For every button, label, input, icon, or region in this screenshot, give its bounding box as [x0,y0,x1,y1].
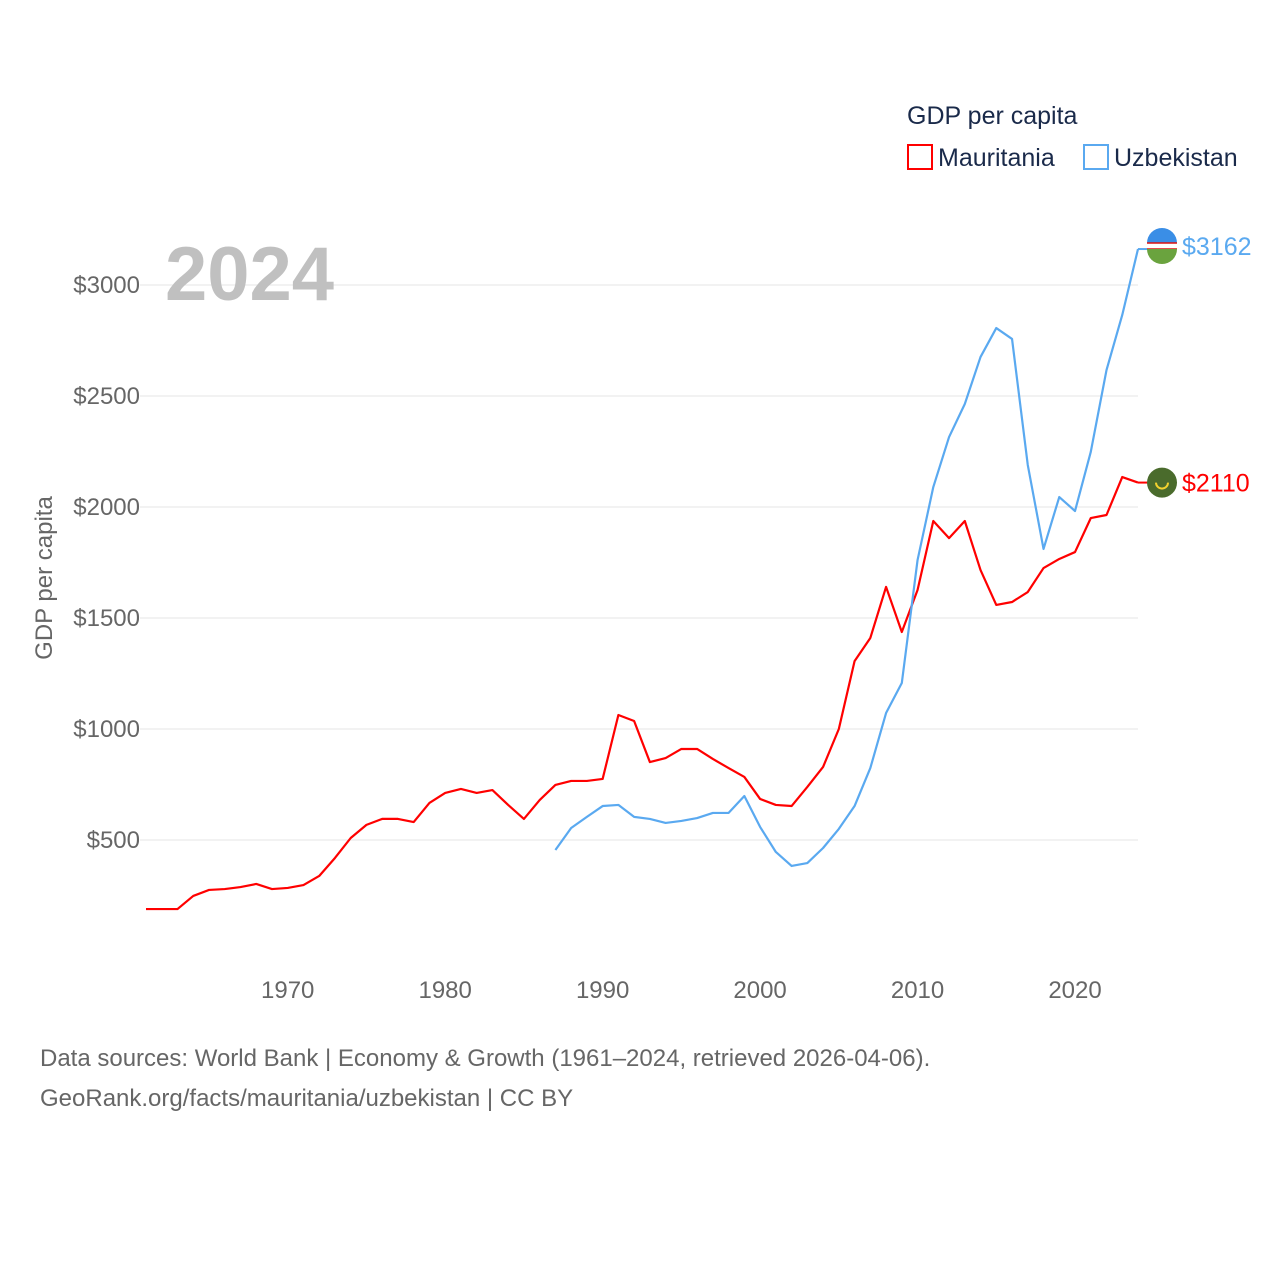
source-note: Data sources: World Bank | Economy & Gro… [40,1045,931,1072]
source-url: GeoRank.org/facts/mauritania/uzbekistan … [40,1085,574,1112]
legend-swatch [907,144,933,170]
end-value-label: $2110 [1182,470,1250,498]
legend-title: GDP per capita [907,102,1078,130]
y-tick-label: $2500 [73,383,140,410]
x-tick-label: 2020 [1048,977,1101,1004]
x-tick-label: 1970 [261,977,314,1004]
legend-swatch [1083,144,1109,170]
end-value-label: $3162 [1182,233,1252,261]
series-line-uzbekistan [554,248,1140,868]
series-line-mauritania [146,475,1139,911]
flag-stripe [1147,243,1177,250]
mauritania-flag-icon [1147,467,1177,498]
x-tick-label: 1990 [576,977,629,1004]
uzbekistan-flag-icon [1147,228,1177,244]
year-label: 2024 [165,232,334,317]
legend-label: Mauritania [938,144,1055,172]
x-tick-label: 2010 [891,977,944,1004]
y-tick-label: $2000 [73,494,140,521]
y-tick-label: $500 [87,827,140,854]
y-tick-label: $1000 [73,716,140,743]
crescent-icon [1155,482,1169,490]
flag-stripe [1147,249,1177,265]
y-tick-label: $1500 [73,605,140,632]
x-tick-label: 2000 [733,977,786,1004]
x-tick-label: 1980 [418,977,471,1004]
legend-label: Uzbekistan [1114,144,1238,172]
y-tick-label: $3000 [73,272,140,299]
y-axis-title: GDP per capita [31,496,58,660]
